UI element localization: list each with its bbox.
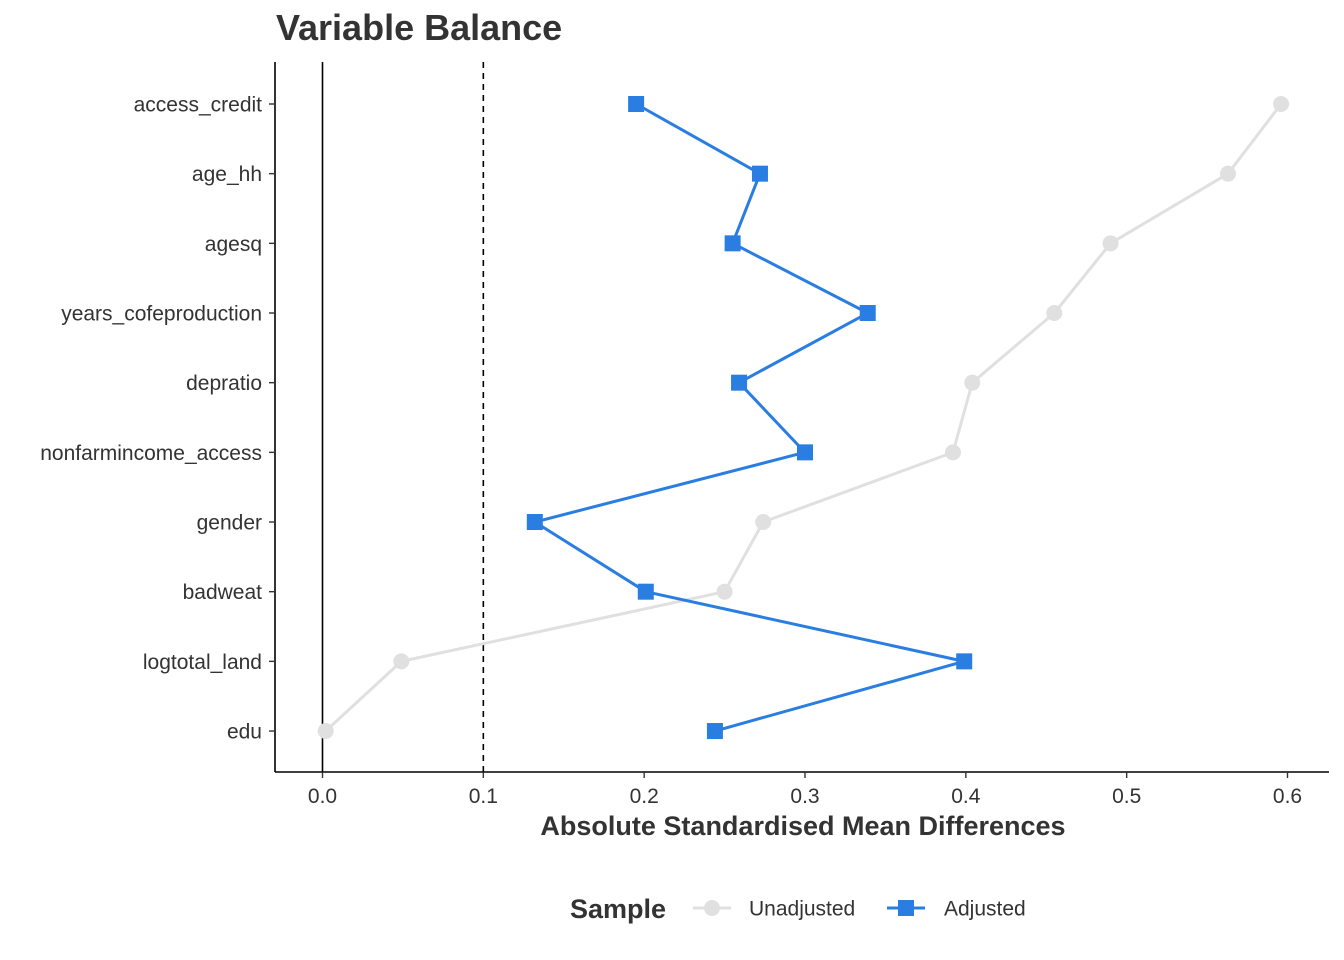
data-point-unadjusted: [755, 514, 772, 531]
data-point-adjusted: [637, 583, 654, 600]
series-line-unadjusted: [324, 103, 1283, 733]
x-tick-label: 0.5: [1112, 785, 1141, 808]
data-point-unadjusted: [317, 723, 334, 740]
axes: [274, 62, 1329, 773]
y-tick-label: depratio: [186, 372, 262, 395]
y-tick-label: edu: [227, 721, 262, 744]
x-tick-label: 0.3: [790, 785, 819, 808]
legend-title: Sample: [570, 894, 666, 924]
legend-items: Unadjusted Adjusted: [693, 898, 1026, 921]
data-point-adjusted: [526, 514, 543, 531]
chart-title: Variable Balance: [276, 7, 562, 48]
data-point-adjusted: [751, 165, 768, 182]
data-point-unadjusted: [1273, 96, 1290, 112]
data-point-unadjusted: [1046, 305, 1063, 322]
legend-label-unadjusted: Unadjusted: [749, 898, 855, 921]
x-tick-label: 0.2: [630, 785, 659, 808]
data-point-adjusted: [731, 374, 748, 391]
y-tick-label: logtotal_land: [143, 651, 262, 674]
x-tick-label: 0.6: [1273, 785, 1302, 808]
legend: Sample Unadjusted Adjusted: [570, 894, 1026, 924]
data-point-unadjusted: [1102, 235, 1119, 252]
legend-key-marker-adjusted: [898, 900, 914, 916]
legend-label-adjusted: Adjusted: [944, 898, 1026, 921]
y-tick-label: age_hh: [192, 163, 262, 186]
data-point-adjusted: [628, 96, 645, 112]
data-point-unadjusted: [964, 374, 981, 391]
x-axis-label: Absolute Standardised Mean Differences: [540, 811, 1065, 841]
legend-key-marker-unadjusted: [704, 900, 720, 916]
x-tick-label: 0.4: [951, 785, 981, 808]
y-tick-label: agesq: [205, 233, 262, 256]
y-tick-label: badweat: [183, 581, 263, 604]
y-tick-label: access_credit: [134, 94, 263, 117]
series-line-adjusted: [533, 102, 966, 733]
y-tick-label: years_cofeproduction: [61, 303, 262, 326]
data-point-adjusted: [797, 444, 813, 461]
x-tick-label: 0.1: [469, 785, 498, 808]
series-layer: [317, 96, 1290, 740]
data-point-unadjusted: [393, 653, 410, 670]
data-point-unadjusted: [716, 583, 733, 600]
reference-lines: [321, 62, 485, 772]
y-tick-label: gender: [197, 512, 262, 535]
data-point-adjusted: [724, 235, 741, 252]
x-tick-label: 0.0: [308, 785, 337, 808]
data-point-adjusted: [956, 653, 973, 670]
x-axis-ticks: 0.0 0.1 0.2 0.3 0.4 0.5 0.6: [308, 772, 1302, 808]
data-point-adjusted: [706, 723, 723, 740]
data-point-unadjusted: [944, 444, 961, 461]
y-tick-label: nonfarmincome_access: [40, 442, 262, 465]
data-point-adjusted: [859, 305, 876, 322]
data-point-unadjusted: [1219, 165, 1236, 182]
